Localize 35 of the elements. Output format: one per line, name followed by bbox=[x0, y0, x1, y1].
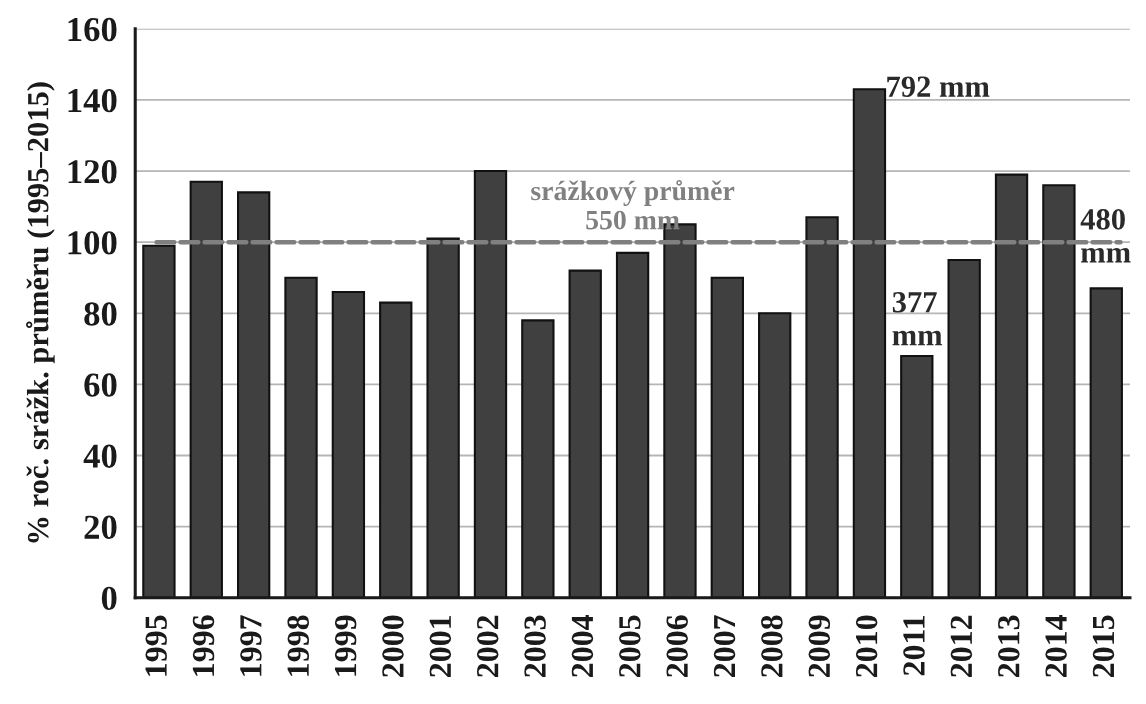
x-tick-label: 1995 bbox=[145, 615, 167, 676]
y-tick-label: 20 bbox=[84, 515, 117, 539]
ref-line-label: srážkový průměr 550 mm bbox=[531, 179, 735, 230]
y-tick-label: 100 bbox=[68, 231, 117, 255]
y-tick-label: 40 bbox=[83, 444, 117, 468]
y-tick-label: 140 bbox=[68, 88, 117, 113]
x-tick-label: 2000 bbox=[382, 615, 404, 677]
y-tick-label: 120 bbox=[68, 160, 117, 184]
x-tick-label: 2003 bbox=[524, 615, 546, 677]
y-tick-label: 60 bbox=[84, 373, 117, 397]
x-tick-label: 2014 bbox=[1045, 614, 1067, 677]
annotation: 480 mm bbox=[1080, 209, 1131, 263]
x-tick-label: 2008 bbox=[761, 615, 783, 677]
x-tick-label: 2002 bbox=[476, 615, 499, 677]
x-tick-label: 1999 bbox=[334, 615, 357, 676]
y-tick-label: 0 bbox=[101, 586, 117, 611]
x-tick-label: 2011 bbox=[903, 616, 925, 676]
x-tick-label: 2012 bbox=[950, 615, 973, 677]
x-tick-label: 2001 bbox=[429, 616, 452, 677]
annotation: 792 mm bbox=[887, 76, 990, 97]
y-tick-label: 160 bbox=[68, 17, 117, 42]
y-axis-title: % roč. srážk. průměru (1995–2015) bbox=[26, 82, 55, 543]
y-tick-label: 80 bbox=[84, 302, 117, 326]
x-tick-label: 2010 bbox=[855, 615, 878, 677]
x-tick-label: 2007 bbox=[713, 615, 736, 677]
x-tick-label: 2013 bbox=[997, 615, 1020, 677]
x-tick-label: 2015 bbox=[1092, 615, 1115, 677]
annotation: 377 mm bbox=[892, 292, 943, 346]
x-tick-label: 2005 bbox=[619, 615, 641, 677]
x-tick-label: 2009 bbox=[808, 615, 831, 677]
x-tick-label: 2006 bbox=[666, 615, 688, 677]
x-tick-label: 1996 bbox=[192, 615, 215, 676]
x-tick-label: 2004 bbox=[571, 614, 594, 677]
x-tick-label: 1998 bbox=[287, 615, 310, 676]
x-tick-label: 1997 bbox=[240, 615, 262, 676]
